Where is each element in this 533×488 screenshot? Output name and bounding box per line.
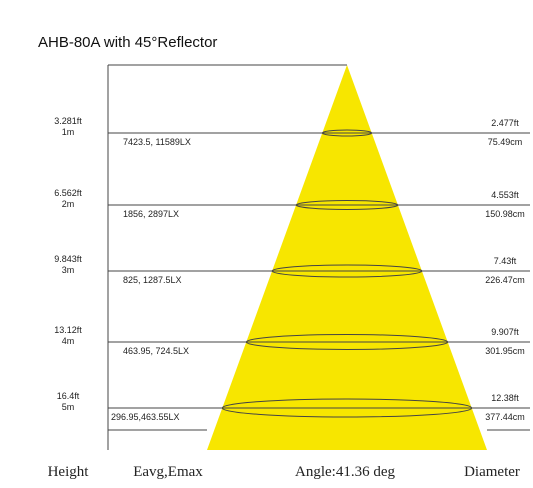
height-ft: 16.4ft <box>57 391 80 401</box>
footer-label: Angle:41.36 deg <box>295 464 395 480</box>
diameter-cm: 75.49cm <box>488 137 523 147</box>
footer-label: Height <box>48 464 90 480</box>
height-m: 4m <box>62 336 75 346</box>
beam-ellipse <box>271 264 423 278</box>
height-ft: 9.843ft <box>54 254 82 264</box>
beam-ellipse <box>221 398 473 418</box>
footer-label: Diameter <box>464 464 520 480</box>
height-ft: 6.562ft <box>54 188 82 198</box>
title: AHB-80A with 45°Reflector <box>38 34 217 51</box>
lux: 1856, 2897LX <box>123 209 179 219</box>
diameter-ft: 4.553ft <box>491 190 519 200</box>
beam-cone <box>207 65 487 450</box>
lux: 825, 1287.5LX <box>123 275 182 285</box>
diameter-ft: 7.43ft <box>494 256 517 266</box>
diameter-cm: 301.95cm <box>485 346 525 356</box>
beam-ellipse <box>295 200 399 210</box>
diameter-ft: 9.907ft <box>491 327 519 337</box>
height-m: 5m <box>62 402 75 412</box>
lux: 7423.5, 11589LX <box>123 137 191 147</box>
footer-label: Eavg,Emax <box>133 464 203 480</box>
diameter-cm: 377.44cm <box>485 412 525 422</box>
beam-ellipse <box>321 129 373 137</box>
lux: 463.95, 724.5LX <box>123 346 189 356</box>
diameter-ft: 2.477ft <box>491 118 519 128</box>
diameter-cm: 150.98cm <box>485 209 525 219</box>
lux: 296.95,463.55LX <box>111 412 180 422</box>
height-m: 2m <box>62 199 75 209</box>
diameter-ft: 12.38ft <box>491 393 519 403</box>
height-m: 1m <box>62 127 75 137</box>
beam-ellipse <box>245 334 449 350</box>
diameter-cm: 226.47cm <box>485 275 525 285</box>
height-ft: 13.12ft <box>54 325 82 335</box>
height-ft: 3.281ft <box>54 116 82 126</box>
height-m: 3m <box>62 265 75 275</box>
